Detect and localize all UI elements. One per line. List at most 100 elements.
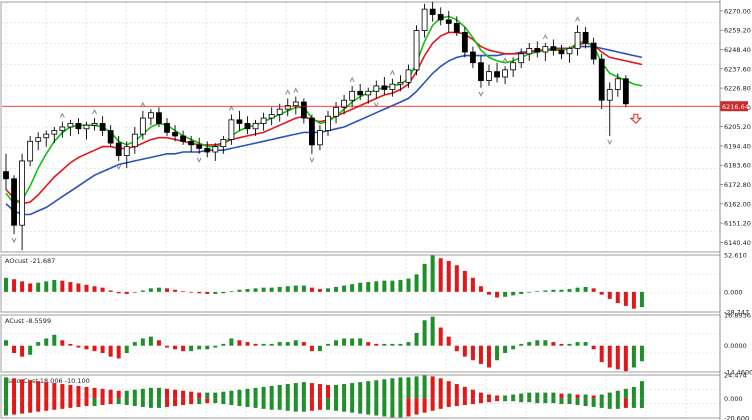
candle-bearish[interactable] xyxy=(622,78,629,105)
candle-bullish[interactable] xyxy=(51,130,58,135)
gator-upper-bar-up xyxy=(406,377,411,399)
candle-bullish[interactable] xyxy=(220,139,227,148)
candle-bearish[interactable] xyxy=(11,178,17,226)
gator-upper-bar-up xyxy=(221,391,226,399)
candle-bearish[interactable] xyxy=(461,31,468,53)
histogram-bar-up xyxy=(293,285,298,292)
candle-bullish[interactable] xyxy=(486,71,492,81)
candle-bullish[interactable] xyxy=(260,117,267,124)
candle-bearish[interactable] xyxy=(558,49,565,55)
candle-bullish[interactable] xyxy=(349,90,356,101)
candle-bearish[interactable] xyxy=(598,58,605,101)
candle-bullish[interactable] xyxy=(35,137,42,142)
candle-bearish[interactable] xyxy=(3,171,9,180)
candle-bullish[interactable] xyxy=(59,126,66,131)
candle-bullish[interactable] xyxy=(341,99,348,108)
candle-bearish[interactable] xyxy=(590,42,597,60)
candle-bullish[interactable] xyxy=(67,123,74,128)
histogram-bar-down xyxy=(189,291,194,293)
histogram-bar-down xyxy=(60,280,65,292)
gator-upper-bar-down xyxy=(462,386,467,399)
candle-bullish[interactable] xyxy=(373,85,380,92)
gator-upper-bar-up xyxy=(599,394,604,399)
histogram-bar-up xyxy=(527,342,532,346)
candle-bearish[interactable] xyxy=(236,119,243,124)
candle-bullish[interactable] xyxy=(276,108,283,115)
candle-bearish[interactable] xyxy=(308,117,315,146)
candle-bearish[interactable] xyxy=(445,19,452,24)
candle-bullish[interactable] xyxy=(510,62,517,71)
candle-bearish[interactable] xyxy=(244,123,251,130)
histogram-bar-down xyxy=(20,345,25,357)
candle-bearish[interactable] xyxy=(172,131,178,137)
candle-bullish[interactable] xyxy=(389,83,396,90)
candle-bullish[interactable] xyxy=(292,101,299,106)
fractal-up-icon xyxy=(285,89,291,95)
candle-bullish[interactable] xyxy=(83,124,90,130)
candle-bullish[interactable] xyxy=(614,78,621,90)
candle-bullish[interactable] xyxy=(123,146,130,156)
candle-bearish[interactable] xyxy=(582,31,589,44)
candle-bullish[interactable] xyxy=(574,31,581,49)
candle-bearish[interactable] xyxy=(99,123,106,131)
candle-bearish[interactable] xyxy=(453,23,460,33)
candle-bullish[interactable] xyxy=(502,69,509,78)
histogram-bar-down xyxy=(462,345,467,357)
candle-bullish[interactable] xyxy=(91,123,98,126)
candle-bullish[interactable] xyxy=(325,115,331,131)
gator-lower-bar-up xyxy=(301,398,306,412)
candle-bearish[interactable] xyxy=(550,46,557,51)
candle-bearish[interactable] xyxy=(437,14,444,21)
gator-upper-bar-down xyxy=(446,381,451,399)
candle-bullish[interactable] xyxy=(542,46,549,53)
candle-bearish[interactable] xyxy=(115,142,122,156)
candle-bullish[interactable] xyxy=(252,123,259,130)
candle-bullish[interactable] xyxy=(413,30,420,71)
candle-bullish[interactable] xyxy=(147,112,154,119)
candle-bearish[interactable] xyxy=(180,135,187,142)
candle-bullish[interactable] xyxy=(518,53,525,64)
candle-bearish[interactable] xyxy=(204,148,211,153)
candle-bearish[interactable] xyxy=(156,112,162,124)
candle-bullish[interactable] xyxy=(131,133,138,148)
histogram-bar-up xyxy=(358,282,363,292)
candle-bullish[interactable] xyxy=(317,130,323,146)
candle-bullish[interactable] xyxy=(139,117,146,135)
candle-bearish[interactable] xyxy=(381,85,388,90)
candle-bullish[interactable] xyxy=(27,140,34,162)
candle-bullish[interactable] xyxy=(606,89,613,101)
candle-bullish[interactable] xyxy=(405,69,412,83)
candle-bullish[interactable] xyxy=(333,106,339,117)
candle-bullish[interactable] xyxy=(268,114,275,119)
gator-upper-bar-down xyxy=(495,395,500,399)
gator-lower-bar-down xyxy=(165,398,169,407)
candle-bullish[interactable] xyxy=(284,105,291,110)
gator-lower-bar-down xyxy=(36,398,41,412)
candle-bearish[interactable] xyxy=(75,123,82,130)
candle-bullish[interactable] xyxy=(421,8,428,31)
candle-bullish[interactable] xyxy=(365,90,372,96)
candle-bearish[interactable] xyxy=(300,101,307,119)
gator-lower-bar-up xyxy=(245,398,250,407)
candle-bullish[interactable] xyxy=(228,119,235,140)
candle-bearish[interactable] xyxy=(534,48,541,53)
candle-bullish[interactable] xyxy=(43,133,50,139)
gator-lower-bar-up xyxy=(92,398,97,406)
candle-bearish[interactable] xyxy=(357,90,364,96)
gator-upper-bar-up xyxy=(124,390,129,399)
candle-bearish[interactable] xyxy=(164,123,170,133)
candle-bearish[interactable] xyxy=(196,144,203,149)
candle-bullish[interactable] xyxy=(397,81,404,85)
candle-bearish[interactable] xyxy=(188,140,195,146)
candle-bearish[interactable] xyxy=(494,71,500,78)
candle-bearish[interactable] xyxy=(107,130,114,144)
candle-bearish[interactable] xyxy=(469,51,476,64)
candle-bullish[interactable] xyxy=(566,48,573,55)
candle-bearish[interactable] xyxy=(429,8,436,15)
candle-bullish[interactable] xyxy=(526,48,533,55)
candle-bullish[interactable] xyxy=(212,146,219,153)
candle-bullish[interactable] xyxy=(19,160,26,226)
candle-bearish[interactable] xyxy=(478,62,484,81)
oscillator-y-tick-label: 0.000 xyxy=(724,288,743,296)
